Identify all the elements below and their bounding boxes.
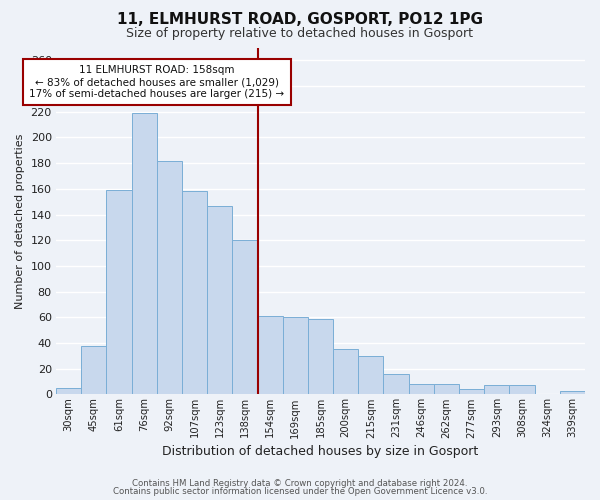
Text: Contains HM Land Registry data © Crown copyright and database right 2024.: Contains HM Land Registry data © Crown c… <box>132 478 468 488</box>
Bar <box>434 384 459 394</box>
Bar <box>333 350 358 395</box>
Text: Size of property relative to detached houses in Gosport: Size of property relative to detached ho… <box>127 28 473 40</box>
Text: Contains public sector information licensed under the Open Government Licence v3: Contains public sector information licen… <box>113 487 487 496</box>
Bar <box>409 384 434 394</box>
Bar <box>131 113 157 394</box>
Bar <box>257 316 283 394</box>
Bar <box>106 190 131 394</box>
Bar <box>283 318 308 394</box>
X-axis label: Distribution of detached houses by size in Gosport: Distribution of detached houses by size … <box>163 444 479 458</box>
Bar <box>383 374 409 394</box>
Bar <box>560 390 585 394</box>
Bar <box>81 346 106 395</box>
Bar <box>232 240 257 394</box>
Text: 11, ELMHURST ROAD, GOSPORT, PO12 1PG: 11, ELMHURST ROAD, GOSPORT, PO12 1PG <box>117 12 483 28</box>
Bar <box>157 160 182 394</box>
Y-axis label: Number of detached properties: Number of detached properties <box>15 134 25 308</box>
Bar <box>207 206 232 394</box>
Bar <box>484 386 509 394</box>
Bar <box>459 390 484 394</box>
Bar <box>358 356 383 395</box>
Bar <box>509 386 535 394</box>
Bar <box>182 192 207 394</box>
Bar <box>56 388 81 394</box>
Text: 11 ELMHURST ROAD: 158sqm
← 83% of detached houses are smaller (1,029)
17% of sem: 11 ELMHURST ROAD: 158sqm ← 83% of detach… <box>29 66 284 98</box>
Bar <box>308 318 333 394</box>
